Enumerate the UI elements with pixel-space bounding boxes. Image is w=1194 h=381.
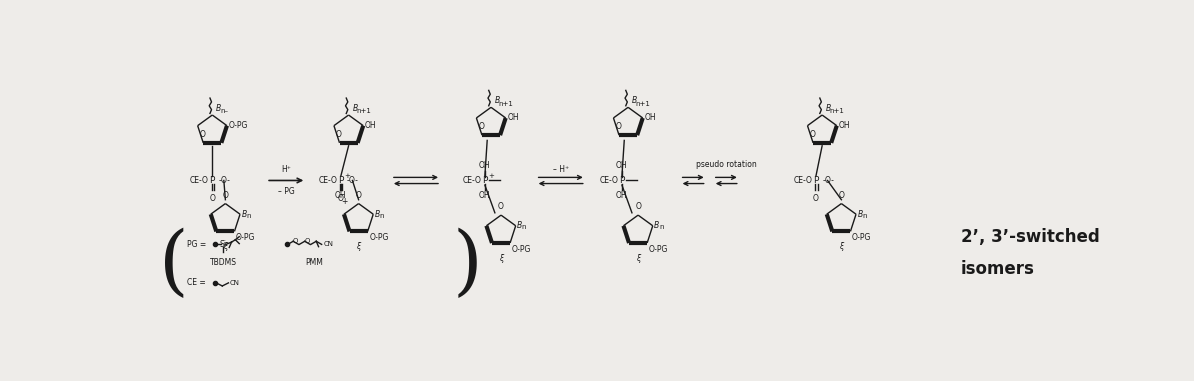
Text: n: n [380,213,384,219]
Text: O-PG: O-PG [853,233,872,242]
Text: – PG: – PG [278,187,295,195]
Text: B: B [632,96,638,105]
Text: CE =: CE = [187,279,205,287]
Text: O: O [498,202,504,211]
Text: O: O [479,122,485,131]
Text: P: P [620,176,624,185]
Text: n–: n– [220,108,228,114]
Text: O: O [222,191,228,200]
Text: B: B [517,221,523,230]
Text: O: O [616,122,622,131]
Text: B: B [494,96,500,105]
Text: CE-O: CE-O [318,176,337,185]
Text: B: B [826,104,831,113]
Text: O: O [336,130,341,139]
Text: O: O [293,238,298,244]
Text: O-PG: O-PG [512,245,531,253]
Text: O-PG: O-PG [236,233,256,242]
Text: O: O [304,238,309,244]
Text: O: O [209,194,215,203]
Text: -O-: -O- [347,176,359,185]
Text: P: P [482,176,487,185]
Text: CE-O: CE-O [190,176,209,185]
Text: O: O [635,202,641,211]
Text: ): ) [453,228,482,302]
Text: OH: OH [365,121,376,130]
Text: ξ: ξ [357,242,361,251]
Text: H⁺: H⁺ [282,165,291,174]
Text: ξ: ξ [636,254,640,263]
Text: PG =: PG = [187,240,207,249]
Text: OH: OH [838,121,850,130]
Text: n: n [659,224,664,230]
Text: n: n [522,224,527,230]
Text: B: B [216,104,221,113]
Text: CE-O: CE-O [793,176,812,185]
Text: OH: OH [616,191,628,200]
Text: PMM: PMM [304,258,322,267]
Text: B: B [857,210,863,219]
Text: O: O [810,130,816,139]
Text: -O-: -O- [823,176,835,185]
Text: TBDMS: TBDMS [210,258,236,267]
Text: O-PG: O-PG [369,233,388,242]
Text: Si: Si [220,240,227,249]
Text: O-PG: O-PG [648,245,669,253]
Text: (: ( [159,228,189,302]
Text: O: O [356,191,362,200]
Text: CN: CN [230,280,240,286]
Text: B: B [241,210,247,219]
Text: 2’, 3’-switched: 2’, 3’-switched [961,228,1100,246]
Text: +: + [345,173,351,179]
Text: – H⁺: – H⁺ [553,165,568,173]
Text: OH: OH [616,161,628,170]
Text: ξ: ξ [499,254,503,263]
Text: ξ: ξ [839,242,843,251]
Text: OH: OH [645,114,656,122]
Text: P: P [210,176,215,185]
Text: n+1: n+1 [499,101,513,107]
Text: -O-: -O- [219,176,230,185]
Text: OH: OH [507,114,519,122]
Text: OH: OH [336,191,346,200]
Text: n+1: n+1 [635,101,651,107]
Text: CN: CN [324,242,334,247]
Text: O: O [338,194,344,203]
Text: OH: OH [479,161,491,170]
Text: O: O [838,191,844,200]
Text: O: O [199,130,205,139]
Text: B: B [654,221,659,230]
Text: P: P [813,176,819,185]
Text: n: n [246,213,251,219]
Text: B: B [352,104,358,113]
Text: n: n [862,213,867,219]
Text: O: O [813,194,819,203]
Text: pseudo rotation: pseudo rotation [696,160,756,169]
Text: OH: OH [479,191,491,200]
Text: CE-O: CE-O [462,176,481,185]
Text: +: + [340,197,347,207]
Text: n+1: n+1 [356,108,371,114]
Text: O-PG: O-PG [228,121,248,130]
Text: n+1: n+1 [830,108,844,114]
Text: P: P [338,176,344,185]
Text: B: B [375,210,380,219]
Text: ξ: ξ [223,242,228,251]
Text: +: + [488,173,494,179]
Text: CE-O: CE-O [599,176,618,185]
Text: isomers: isomers [961,260,1035,278]
